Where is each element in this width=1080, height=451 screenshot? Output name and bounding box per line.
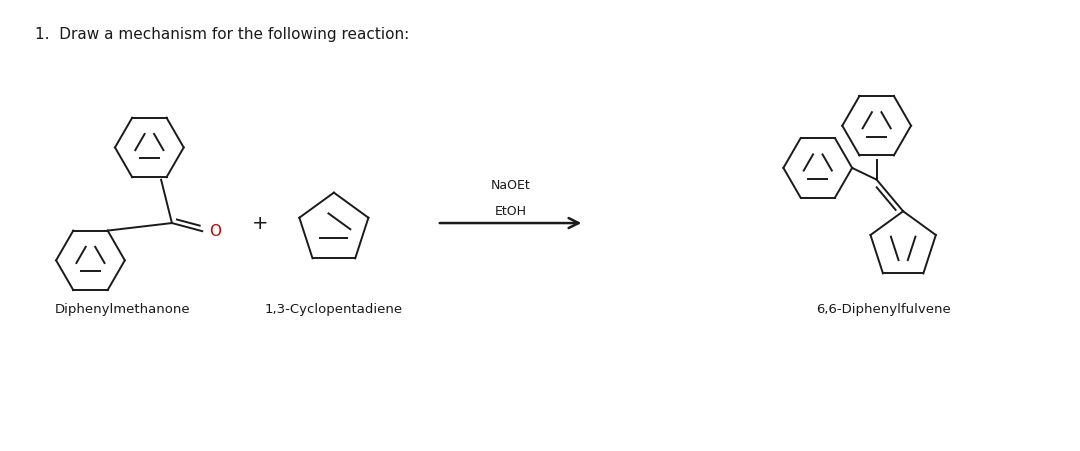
Text: EtOH: EtOH	[495, 205, 527, 218]
Text: NaOEt: NaOEt	[490, 179, 530, 192]
Text: 1,3-Cyclopentadiene: 1,3-Cyclopentadiene	[265, 303, 403, 316]
Text: O: O	[210, 224, 221, 239]
Text: 6,6-Diphenylfulvene: 6,6-Diphenylfulvene	[816, 303, 950, 316]
Text: +: +	[252, 213, 269, 233]
Text: 1.  Draw a mechanism for the following reaction:: 1. Draw a mechanism for the following re…	[35, 27, 408, 42]
Text: Diphenylmethanone: Diphenylmethanone	[55, 303, 191, 316]
